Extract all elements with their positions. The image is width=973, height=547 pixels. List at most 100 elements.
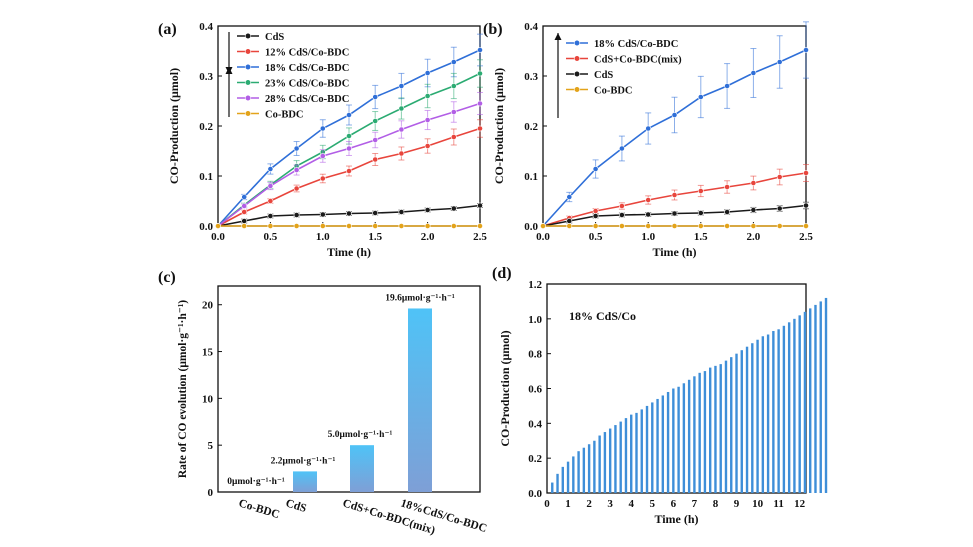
series-4	[215, 91, 483, 229]
data-point	[346, 133, 352, 139]
x-tick-label: 0.0	[211, 231, 225, 243]
legend-entry: 23% CdS/Co-BDC	[265, 79, 349, 90]
bar-value-label: 19.6μmol·g⁻¹·h⁻¹	[385, 293, 455, 303]
data-point	[477, 223, 483, 229]
bar	[714, 365, 717, 493]
legend: 18% CdS/Co-BDC CdS+Co-BDC(mix) CdS Co-BDC	[554, 33, 682, 118]
data-point	[803, 202, 809, 209]
x-tick-label: 1.5	[694, 231, 708, 243]
data-point	[293, 223, 300, 229]
data-point	[450, 59, 457, 65]
data-point	[619, 145, 625, 152]
data-point	[319, 211, 326, 218]
legend-swatch-marker	[244, 79, 252, 86]
bar	[661, 395, 665, 493]
data-point	[293, 167, 300, 173]
bar-value-label: 5.0μmol·g⁻¹·h⁻¹	[328, 430, 393, 440]
y-axis-label: Rate of CO evolution (μmol·g⁻¹·h⁻¹)	[177, 300, 189, 478]
y-axis-label: CO-Production (μmol)	[167, 68, 181, 184]
bar	[730, 357, 733, 493]
bar	[572, 456, 575, 493]
legend-swatch-marker	[573, 39, 581, 47]
legend-swatch-marker	[244, 63, 252, 71]
data-point	[619, 212, 625, 218]
data-point	[398, 126, 405, 133]
bar	[803, 311, 807, 493]
x-tick-label: 2.5	[799, 231, 813, 243]
data-point	[477, 202, 483, 209]
x-tick-label: 9	[734, 498, 740, 510]
bar	[672, 388, 675, 493]
bar	[756, 339, 759, 493]
data-point	[319, 223, 326, 229]
x-axis-label: Time (h)	[652, 245, 696, 259]
y-tick-label: 0.2	[199, 121, 213, 133]
data-point	[241, 223, 248, 229]
bar	[556, 473, 559, 493]
x-tick-label: 0	[544, 498, 550, 510]
data-point	[592, 208, 599, 214]
bar	[777, 329, 780, 493]
data-point	[424, 207, 431, 213]
bar	[598, 435, 601, 493]
bar	[761, 336, 765, 493]
y-axis-label: CO-Production (μmol)	[498, 330, 512, 446]
data-point	[450, 205, 457, 212]
data-point	[372, 210, 379, 216]
legend-entry: 12% CdS/Co-BDC	[265, 48, 349, 59]
series-1	[540, 164, 809, 229]
data-point	[241, 218, 248, 224]
y-tick-label: 10	[202, 393, 214, 405]
data-point	[424, 117, 431, 123]
arrow-head	[554, 33, 562, 40]
data-point	[424, 93, 431, 99]
legend-entry: Co-BDC	[594, 86, 633, 97]
data-point	[398, 83, 405, 89]
data-point	[671, 210, 678, 217]
bar	[608, 428, 612, 493]
data-point	[398, 209, 405, 215]
x-tick-label: 7	[692, 498, 698, 510]
data-point	[267, 183, 274, 189]
bar	[819, 301, 822, 493]
data-point	[293, 145, 300, 152]
bar	[566, 461, 570, 493]
bar	[682, 383, 686, 493]
bar	[787, 322, 791, 493]
legend-entry: 28% CdS/Co-BDC	[265, 94, 349, 105]
data-point	[398, 223, 405, 229]
y-tick-label: 1.0	[528, 314, 542, 326]
x-tick-label: 2.5	[473, 231, 487, 243]
x-tick-label: 1.0	[316, 231, 330, 243]
panel-a: (a) 0.0 0.1 0.2 0.3 0.4 0.0 0.5 1.0 1.5 2.0 2.5 Time…	[158, 21, 487, 259]
bar	[745, 346, 749, 493]
data-point	[619, 203, 625, 209]
data-point	[671, 192, 678, 198]
panel-d: (d)0.00.20.40.60.81.01.20 1 2 3 4 5 6 7 8 9 10 11 12…	[492, 265, 828, 526]
x-axis-label: Time (h)	[327, 245, 371, 259]
x-tick-label: 1	[565, 498, 571, 510]
data-point	[803, 47, 809, 53]
data-point	[477, 125, 483, 132]
data-point	[697, 94, 704, 100]
data-point	[346, 168, 352, 174]
bar	[793, 318, 796, 493]
data-point	[697, 188, 704, 194]
data-point	[450, 83, 457, 89]
data-point	[566, 218, 573, 224]
data-point	[450, 134, 457, 140]
data-point	[319, 125, 326, 132]
bar	[593, 440, 596, 493]
bar	[814, 304, 817, 493]
data-point	[724, 184, 730, 190]
bar	[408, 308, 432, 492]
data-point	[215, 223, 221, 229]
data-point	[540, 223, 546, 229]
data-point	[592, 223, 599, 229]
x-tick-label: 2.0	[747, 231, 761, 243]
data-point	[319, 175, 326, 182]
bar	[666, 391, 670, 493]
data-point	[372, 156, 379, 163]
series-1	[215, 119, 483, 229]
data-point	[477, 100, 483, 107]
